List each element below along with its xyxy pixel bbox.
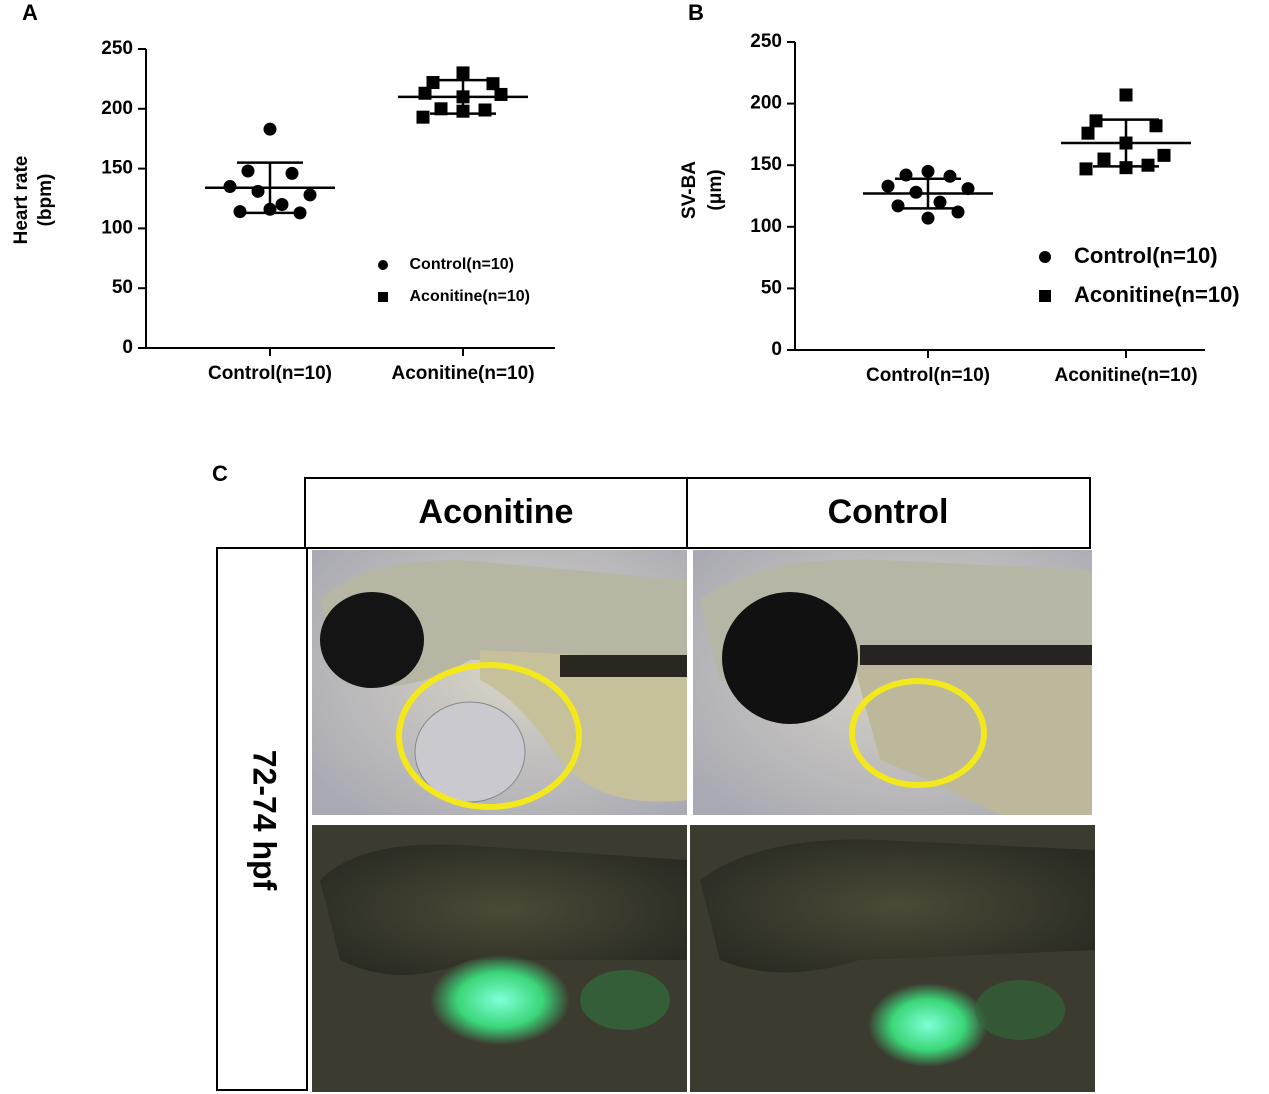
data-point (1097, 152, 1111, 166)
y-tick-label: 50 (112, 277, 133, 298)
data-point (1081, 126, 1095, 140)
data-point (921, 164, 935, 178)
fluorescence-control (690, 825, 1095, 1092)
data-point (891, 199, 905, 213)
legend-label: Aconitine(n=10) (410, 288, 530, 305)
y-tick-label: 0 (771, 339, 782, 360)
data-point (1079, 162, 1093, 176)
x-tick-label: Aconitine(n=10) (391, 363, 534, 384)
legend-marker (378, 292, 388, 302)
column-header: Aconitine (419, 493, 574, 531)
data-point (241, 164, 255, 178)
x-tick-label: Control(n=10) (866, 365, 990, 386)
legend-label: Control(n=10) (410, 256, 514, 273)
y-tick-label: 200 (101, 98, 133, 119)
data-point (456, 66, 470, 80)
data-point (434, 102, 448, 116)
y-tick-label: 150 (101, 158, 133, 179)
y-tick-label: 250 (101, 38, 133, 59)
data-point (1157, 148, 1171, 162)
panel-label: C (212, 461, 228, 486)
y-tick-label: 50 (761, 277, 782, 298)
brightfield-aconitine (312, 550, 687, 815)
y-axis-label: (bpm) (35, 174, 56, 227)
legend-marker (378, 260, 388, 270)
data-point (263, 122, 277, 136)
legend-label: Aconitine(n=10) (1074, 282, 1240, 307)
data-point (303, 188, 317, 202)
data-point (943, 169, 957, 183)
legend-label: Control(n=10) (1074, 243, 1218, 268)
y-axis-label: SV-BA (679, 161, 700, 219)
x-tick-label: Aconitine(n=10) (1054, 365, 1197, 386)
legend-marker (1039, 290, 1051, 302)
data-point (494, 87, 508, 101)
brightfield-control (693, 550, 1092, 815)
y-axis-label: Heart rate (11, 156, 32, 245)
row-label: 72-74 hpf (247, 750, 283, 891)
column-header: Control (828, 493, 949, 531)
y-tick-label: 0 (122, 337, 133, 358)
data-point (1119, 88, 1133, 102)
data-point (961, 182, 975, 196)
data-point (921, 211, 935, 225)
y-tick-label: 200 (750, 93, 782, 114)
data-point (416, 110, 430, 124)
fluorescence-aconitine (312, 825, 687, 1092)
panel-label: A (22, 0, 38, 25)
data-point (275, 197, 289, 211)
header-box (304, 477, 1091, 549)
y-tick-label: 100 (101, 217, 133, 238)
y-tick-label: 250 (750, 31, 782, 52)
y-axis-label: (μm) (705, 169, 726, 210)
panel-label: B (688, 0, 704, 25)
y-tick-label: 100 (750, 216, 782, 237)
row-box (216, 547, 308, 1091)
data-point (1149, 119, 1163, 133)
legend-marker (1039, 251, 1051, 263)
data-point (881, 179, 895, 193)
data-point (285, 166, 299, 180)
x-tick-label: Control(n=10) (208, 363, 332, 384)
data-point (933, 195, 947, 209)
y-tick-label: 150 (750, 154, 782, 175)
